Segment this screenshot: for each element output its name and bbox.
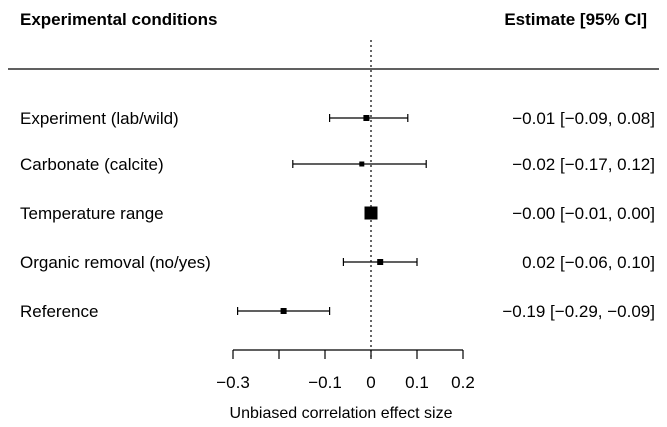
row-label: Temperature range (20, 204, 164, 223)
forest-row: Carbonate (calcite) −0.02 [−0.17, 0.12] (20, 155, 655, 174)
forest-row: Organic removal (no/yes) 0.02 [−0.06, 0.1… (20, 253, 655, 272)
estimate-marker (377, 259, 384, 265)
x-tick-label: 0.2 (451, 373, 475, 392)
x-axis-label: Unbiased correlation effect size (230, 405, 453, 422)
ci-text: −0.02 [−0.17, 0.12] (512, 155, 655, 174)
ci-upper: −0.09 (607, 302, 650, 321)
ci-estimate: −0.02 (512, 155, 555, 174)
left-column-header: Experimental conditions (20, 10, 217, 29)
estimate-marker (363, 115, 370, 121)
forest-row: Experiment (lab/wild) −0.01 [−0.09, 0.08] (20, 109, 655, 128)
row-label: Reference (20, 302, 98, 321)
estimate-marker (364, 206, 378, 220)
x-tick-label: −0.3 (216, 373, 250, 392)
ci-estimate: 0.02 (522, 253, 555, 272)
ci-estimate: −0.00 (512, 204, 555, 223)
ci-lower: −0.29 (555, 302, 598, 321)
ci-lower: −0.17 (565, 155, 608, 174)
forest-row: Reference −0.19 [−0.29, −0.09] (20, 302, 655, 321)
ci-lower: −0.09 (565, 109, 608, 128)
ci-text: −0.01 [−0.09, 0.08] (512, 109, 655, 128)
ci-estimate: −0.01 (512, 109, 555, 128)
ci-upper: 0.12 (617, 155, 650, 174)
ci-text: 0.02 [−0.06, 0.10] (522, 253, 655, 272)
estimate-marker (280, 308, 287, 314)
row-label: Experiment (lab/wild) (20, 109, 179, 128)
x-tick-label: 0 (366, 373, 375, 392)
row-label: Organic removal (no/yes) (20, 253, 211, 272)
ci-upper: 0.00 (617, 204, 650, 223)
ci-estimate: −0.19 (502, 302, 545, 321)
ci-upper: 0.10 (617, 253, 650, 272)
ci-lower: −0.01 (565, 204, 608, 223)
row-label: Carbonate (calcite) (20, 155, 164, 174)
ci-text: −0.00 [−0.01, 0.00] (512, 204, 655, 223)
ci-lower: −0.06 (565, 253, 608, 272)
x-tick-label: −0.1 (308, 373, 342, 392)
x-tick-label: 0.1 (405, 373, 429, 392)
ci-upper: 0.08 (617, 109, 650, 128)
ci-text: −0.19 [−0.29, −0.09] (502, 302, 655, 321)
estimate-marker (359, 161, 365, 167)
right-column-header: Estimate [95% CI] (504, 10, 647, 29)
forest-row: Temperature range −0.00 [−0.01, 0.00] (20, 204, 655, 223)
